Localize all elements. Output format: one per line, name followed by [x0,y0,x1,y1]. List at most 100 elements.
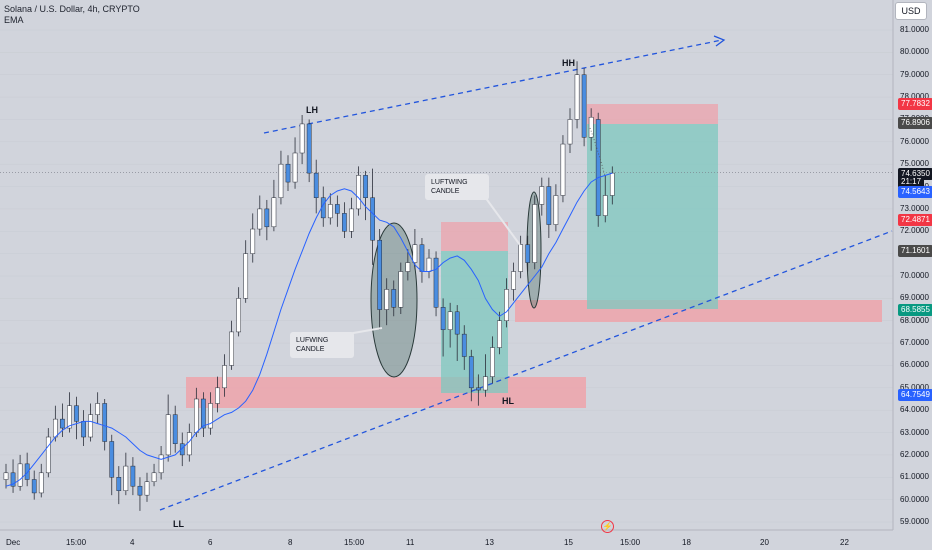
symbol-title: Solana / U.S. Dollar, 4h, CRYPTO [4,4,140,14]
projection-line [589,127,606,177]
candle [67,405,72,429]
x-tick-label: 20 [760,538,769,547]
candle [553,195,559,225]
callout-lufwing[interactable]: LUFWING CANDLE [290,332,354,358]
candle [109,441,115,478]
candle [194,398,199,433]
candle [222,365,227,389]
stoploss-zone-1 [441,222,508,251]
candle [179,443,185,456]
candle [377,239,382,310]
candle [116,477,122,491]
candle [45,436,51,474]
ll-label: LL [173,519,184,529]
candle [419,244,425,272]
target-zone-2 [587,124,718,309]
candle [208,403,213,429]
candle [497,320,502,348]
lightning-icon[interactable]: ⚡ [601,520,614,533]
candle [581,74,587,138]
candle [384,289,390,310]
candle [595,119,601,216]
candle [243,253,249,299]
lh-label: LH [306,105,318,115]
candle [560,143,566,196]
y-tick-label: 60.0000 [900,494,929,504]
candle [483,376,488,391]
x-tick-label: 18 [682,538,691,547]
price-tag: 68.5855 [898,304,932,316]
trendline-arrow [713,35,726,47]
candle [285,163,291,183]
y-tick-label: 65.0000 [900,382,929,392]
candle [257,208,263,230]
price-tag: 77.7832 [898,98,932,110]
candle [278,163,284,198]
candle [391,289,397,308]
candle [271,197,277,228]
candle [3,472,9,480]
candle [299,123,305,154]
x-tick-label: 13 [485,538,494,547]
stoploss-zone-2 [587,104,718,124]
candle [454,311,460,335]
candle [74,405,79,422]
candle [363,175,368,198]
x-tick-label: Dec [6,538,21,547]
candle [335,204,340,214]
candle [186,432,192,456]
y-tick-label: 61.0000 [900,472,929,482]
candle [53,418,58,438]
candle [31,479,37,494]
y-tick-label: 75.0000 [900,159,929,169]
candle [313,172,319,198]
candle [461,333,467,357]
candle [215,387,220,404]
candle [398,271,404,308]
candle [172,414,178,444]
candle [60,418,65,429]
hl-label: HL [502,396,514,406]
candle [539,186,545,205]
candle [250,228,256,254]
candle [292,152,298,183]
indicator-label: EMA [4,15,24,25]
y-tick-label: 70.0000 [900,271,929,280]
candle [81,421,86,438]
ema-line [5,172,613,487]
x-tick-label: 15 [564,538,573,547]
candle [236,298,242,333]
candle [327,204,333,219]
candle [405,262,411,272]
y-tick-label: 62.0000 [900,449,929,459]
candle [264,208,270,228]
y-tick-label: 68.0000 [900,315,929,325]
candle [158,454,164,474]
candle [38,472,44,494]
candle [144,481,150,496]
candle [10,472,16,487]
candle [518,244,523,272]
candle [602,195,608,216]
x-tick-label: 8 [288,538,293,547]
y-tick-label: 79.0000 [900,69,929,79]
x-tick-label: 6 [208,538,213,547]
candle [412,244,418,263]
currency-button[interactable]: USD [895,2,927,20]
candle [609,172,615,196]
candle [95,403,101,415]
candle [574,74,580,120]
y-tick-label: 72.0000 [900,226,929,236]
candle [137,485,143,496]
y-tick-label: 80.0000 [900,47,929,57]
upper-trendline [263,39,723,134]
candle [447,311,453,330]
candle [229,331,234,366]
candle [433,257,439,308]
candle [525,244,531,263]
candle [165,414,171,456]
x-tick-label: 15:00 [66,538,87,547]
callout-luftwing[interactable]: LUFTWING CANDLE [425,174,489,200]
